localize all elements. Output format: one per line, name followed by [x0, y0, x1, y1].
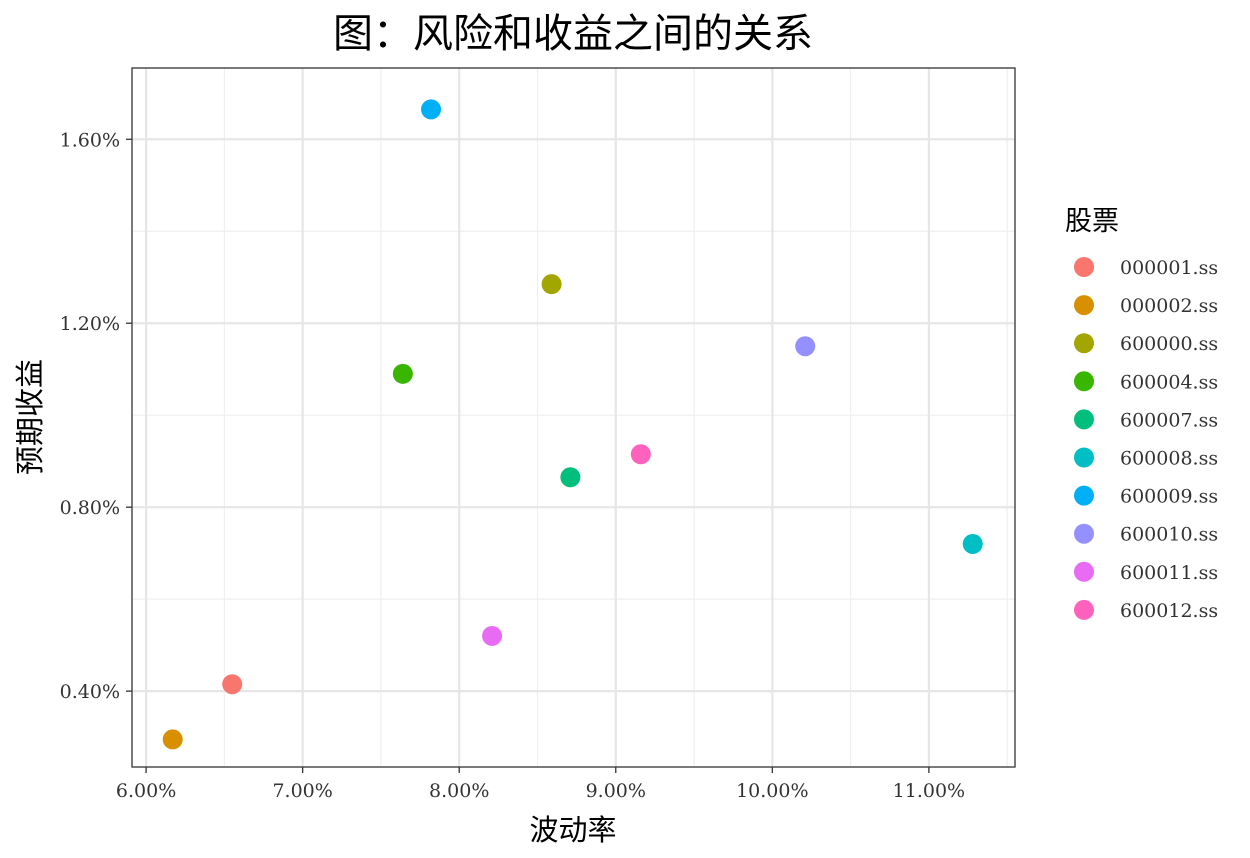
x-tick-label: 9.00% [586, 780, 646, 802]
plot-panel-border [131, 67, 1016, 768]
x-tick-label: 6.00% [116, 780, 176, 802]
legend-key-600008.ss [1074, 447, 1094, 468]
legend-key-600000.ss [1074, 333, 1094, 354]
legend-key-600012.ss [1074, 599, 1094, 620]
legend-title: 股票 [1065, 206, 1119, 237]
y-tick-label: 0.80% [60, 497, 120, 519]
chart-title: 图：风险和收益之间的关系 [333, 11, 813, 57]
grid-lines [132, 68, 1015, 767]
data-point-600008.ss [962, 533, 983, 554]
y-tick-label: 1.60% [60, 129, 120, 151]
legend-label-600009.ss: 600009.ss [1120, 486, 1218, 508]
legend-label-600000.ss: 600000.ss [1120, 333, 1218, 355]
data-point-600011.ss [482, 625, 503, 646]
legend-key-000001.ss [1074, 257, 1094, 277]
x-tick-label: 7.00% [272, 780, 332, 802]
legend-label-600007.ss: 600007.ss [1120, 409, 1218, 431]
y-axis-title: 预期收益 [13, 359, 47, 475]
x-tick-label: 10.00% [736, 780, 808, 802]
legend: 股票 000001.ss 000002.ss 600000.ss 600004.ss 6… [1065, 206, 1218, 622]
legend-key-600007.ss [1074, 409, 1094, 430]
legend-label-600012.ss: 600012.ss [1120, 600, 1218, 622]
data-points [162, 99, 983, 750]
legend-label-000002.ss: 000002.ss [1120, 295, 1218, 317]
legend-items: 000001.ss 000002.ss 600000.ss 600004.ss 6000… [1074, 257, 1218, 622]
y-tick-label: 0.40% [60, 681, 120, 703]
data-point-600004.ss [392, 363, 413, 384]
legend-label-600011.ss: 600011.ss [1120, 562, 1218, 584]
x-tick-label: 8.00% [429, 780, 489, 802]
y-tick-label: 1.20% [60, 313, 120, 335]
data-point-600009.ss [421, 99, 442, 120]
legend-label-600008.ss: 600008.ss [1120, 448, 1218, 470]
legend-key-000002.ss [1074, 295, 1094, 316]
axes: 6.00% 7.00% 8.00% 9.00% 10.00% 11.00% 0.40% 0.8… [60, 129, 965, 802]
x-axis-title: 波动率 [529, 813, 616, 847]
legend-label-600010.ss: 600010.ss [1120, 524, 1218, 546]
data-point-000001.ss [222, 674, 243, 695]
legend-label-000001.ss: 000001.ss [1120, 257, 1218, 279]
legend-key-600011.ss [1074, 561, 1094, 582]
legend-key-600009.ss [1074, 485, 1094, 506]
data-point-600000.ss [541, 274, 562, 295]
data-point-000002.ss [162, 729, 183, 750]
legend-key-600010.ss [1074, 523, 1094, 544]
data-point-600007.ss [560, 467, 581, 488]
data-point-600012.ss [630, 444, 651, 465]
data-point-600010.ss [795, 336, 816, 357]
legend-key-600004.ss [1074, 371, 1094, 392]
x-tick-label: 11.00% [893, 780, 965, 802]
legend-label-600004.ss: 600004.ss [1120, 371, 1218, 393]
